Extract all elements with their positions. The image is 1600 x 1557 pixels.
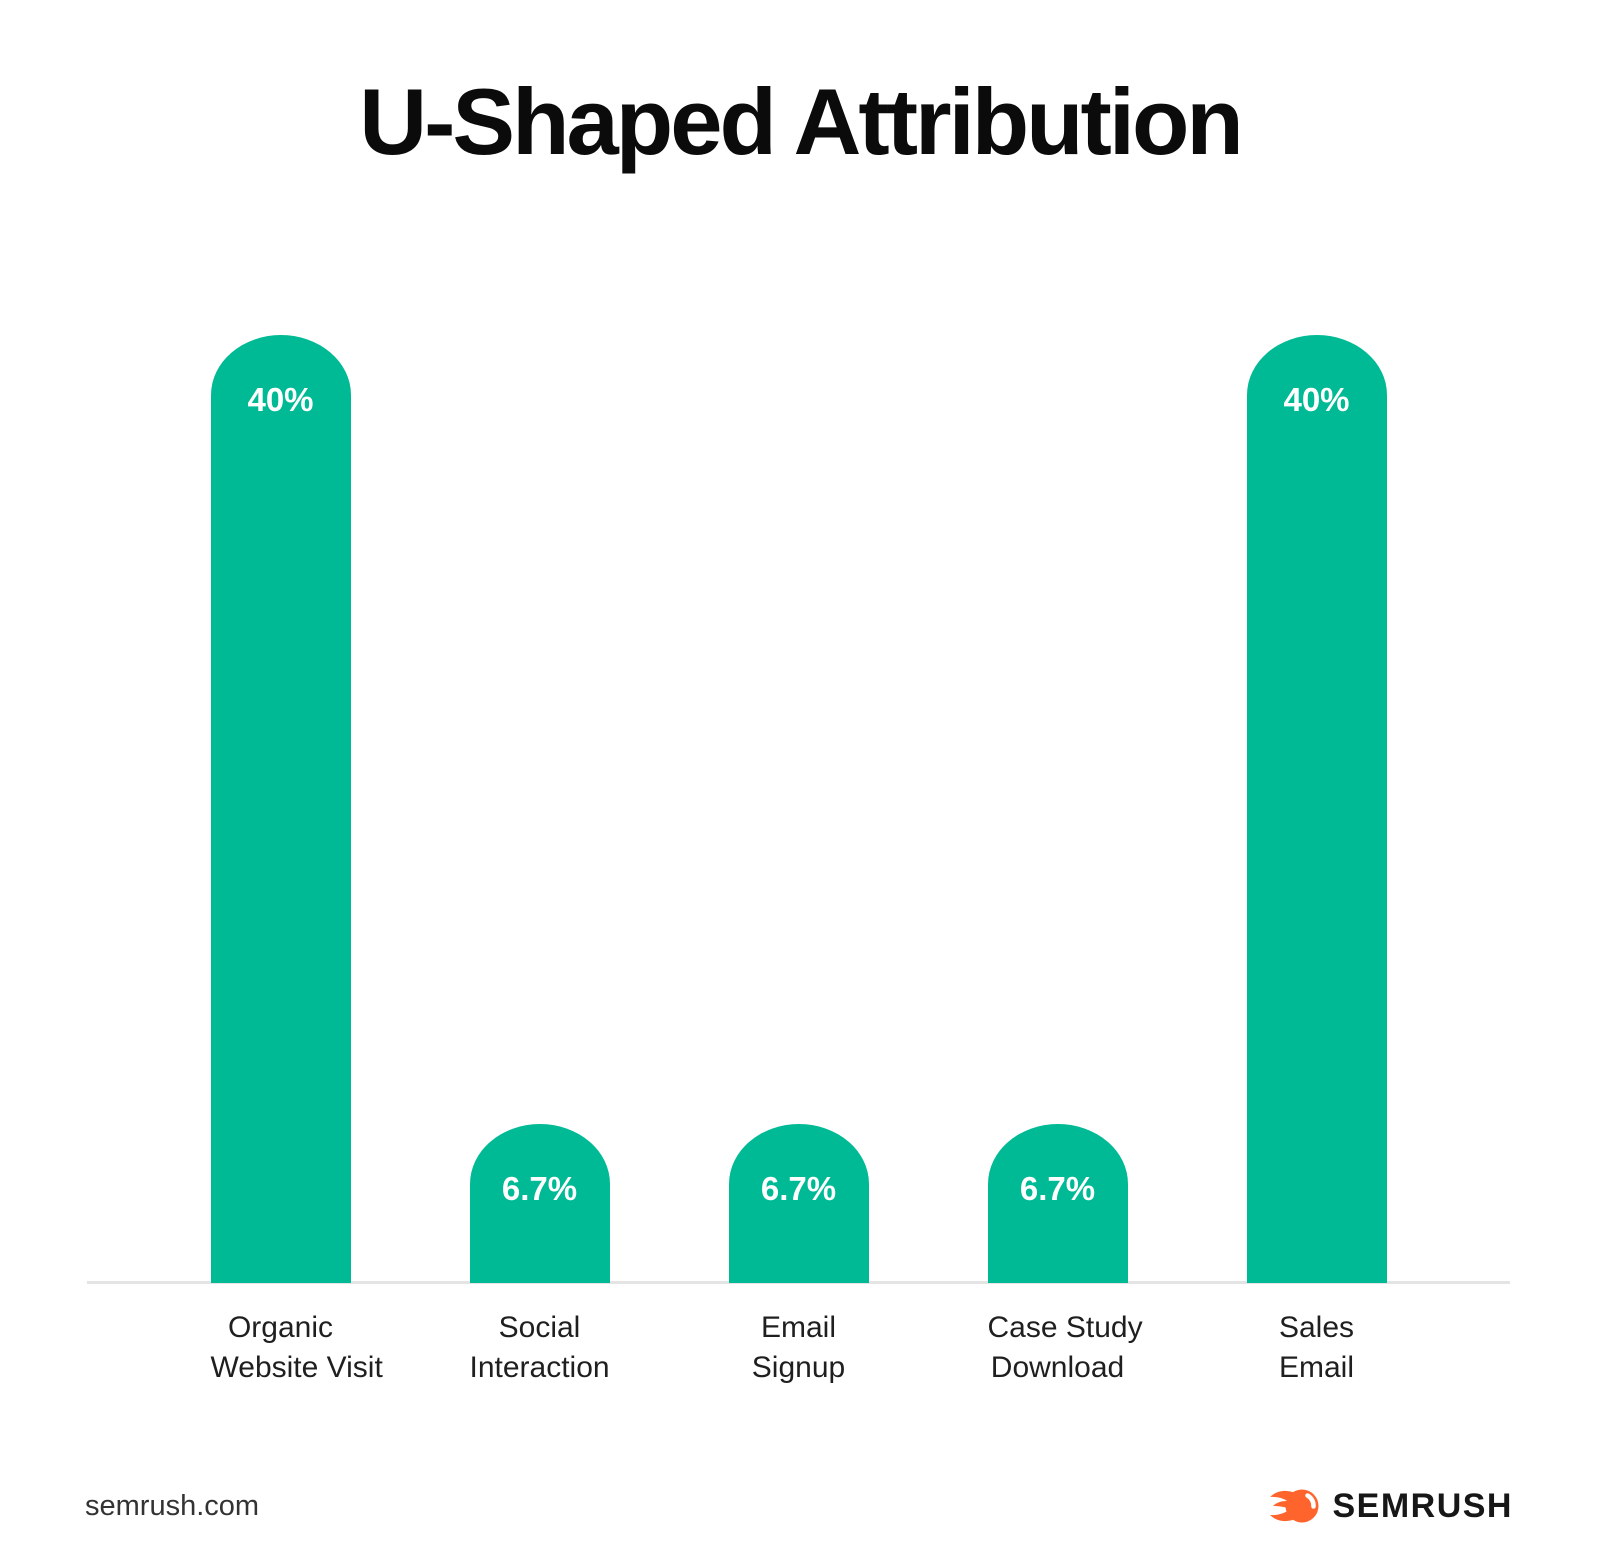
bar-value-label-1: 6.7% [501, 1170, 578, 1207]
bar-value-label-3: 6.7% [1019, 1170, 1096, 1207]
bar-0: 40% [210, 335, 351, 1283]
semrush-flame-ball-icon [1268, 1487, 1320, 1525]
category-label-4: Sales Email [1278, 1311, 1355, 1384]
bar-value-label-2: 6.7% [760, 1170, 837, 1207]
category-label-3: Case Study Download [987, 1311, 1143, 1384]
chart-title: U-Shaped Attribution [359, 69, 1244, 174]
bar-3: 6.7% [987, 1124, 1128, 1283]
bar-4: 40% [1246, 335, 1387, 1283]
bar-value-label-0: 40% [247, 381, 314, 418]
bar-2: 6.7% [728, 1124, 869, 1283]
category-label-2: Email Signup [751, 1311, 846, 1384]
semrush-logo: SEMRUSH [1268, 1487, 1513, 1526]
bar-value-label-4: 40% [1283, 381, 1350, 418]
bar-group: 40% 6.7% 6.7% 6.7% 40% [87, 335, 1510, 1283]
category-label-1: Social Interaction [469, 1311, 610, 1384]
bar-1: 6.7% [469, 1124, 610, 1283]
semrush-wordmark: SEMRUSH [1332, 1486, 1513, 1525]
footer: semrush.com SEMRUSH [85, 1482, 1513, 1530]
source-url-text: semrush.com [85, 1489, 260, 1522]
category-label-0: Organic Website Visit [210, 1311, 383, 1384]
category-labels: Organic Website Visit Social Interaction Ema… [87, 1308, 1510, 1388]
